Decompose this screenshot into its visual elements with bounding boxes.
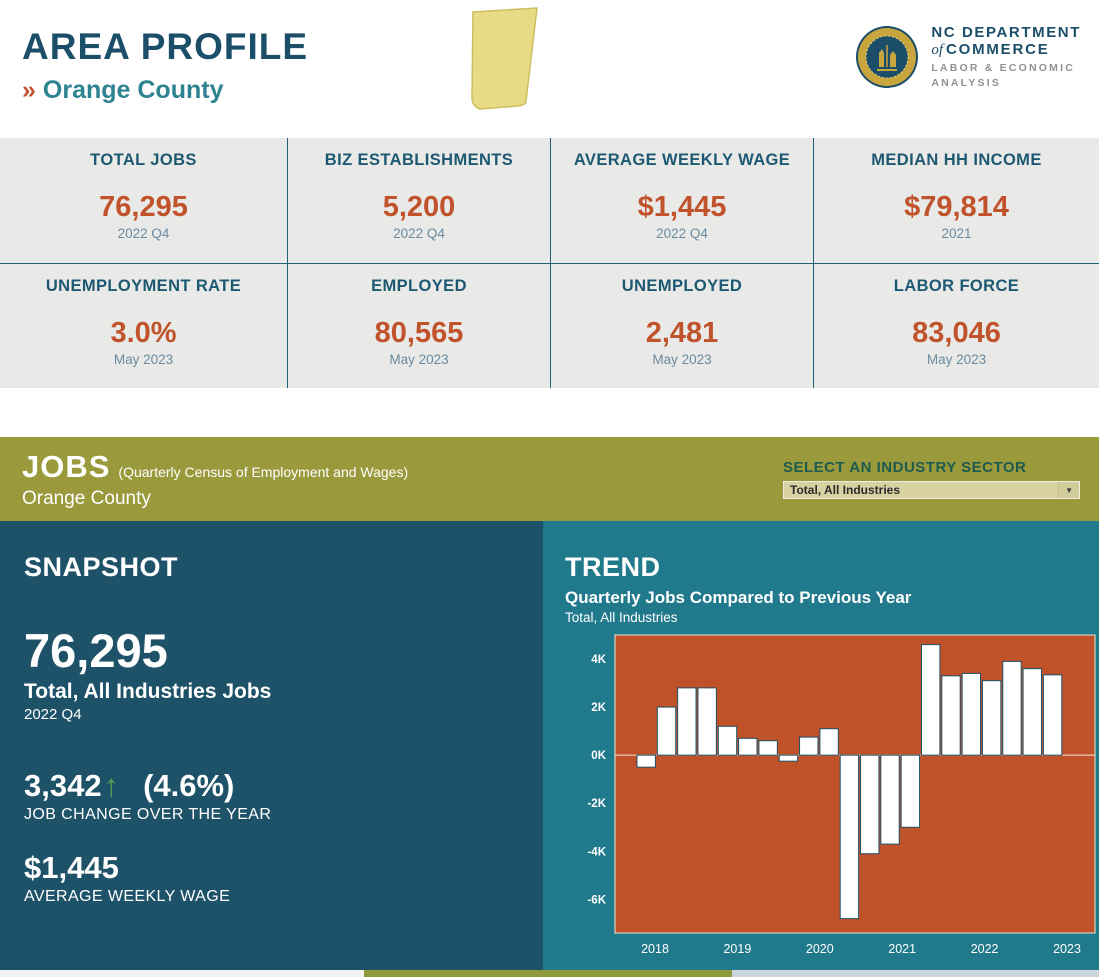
snapshot-wage-label: AVERAGE WEEKLY WAGE [24,888,231,905]
stat-label: TOTAL JOBS [90,151,197,169]
jobs-subtitle: (Quarterly Census of Employment and Wage… [118,463,409,480]
snapshot-change-value: 3,342 [24,768,102,803]
stat-label: AVERAGE WEEKLY WAGE [573,151,791,169]
logo-commerce: COMMERCE [945,41,1050,58]
stat-period: 2021 [941,226,972,241]
snapshot-title: SNAPSHOT [24,552,179,582]
jobs-title: JOBS [22,448,111,484]
svg-text:2022: 2022 [971,942,999,956]
stat-card-total-jobs: TOTAL JOBS 76,295 2022 Q4 [0,138,287,263]
industry-sector-select[interactable]: Total, All Industries ▼ [783,481,1080,499]
stat-label: MEDIAN HH INCOME [871,151,1042,169]
stat-card-employed: EMPLOYED 80,565 May 2023 [287,263,550,388]
jobs-county: Orange County [22,487,151,509]
stat-card-biz-establishments: BIZ ESTABLISHMENTS 5,200 2022 Q4 [287,138,550,263]
stat-label: UNEMPLOYMENT RATE [45,277,242,295]
snapshot-change-pct: (4.6%) [143,768,235,803]
svg-text:-6K: -6K [587,894,606,906]
nc-commerce-logo: NC DEPARTMENT of COMMERCE LABOR & ECONOMI… [855,24,1081,89]
county-name: Orange County [42,76,224,104]
logo-line3: LABOR & ECONOMIC [931,62,1076,74]
snapshot-change-row: 3,342 ↑ (4.6%) [24,768,543,804]
title-block: AREA PROFILE » Orange County [22,26,308,105]
stat-label: UNEMPLOYED [621,277,743,295]
stat-period: 2022 Q4 [656,226,708,241]
stat-value: 3.0% [110,317,177,349]
svg-text:0K: 0K [591,750,606,762]
logo-of: of [931,42,943,58]
jobs-heading-block: JOBS (Quarterly Census of Employment and… [0,449,408,510]
snapshot-change-label: JOB CHANGE OVER THE YEAR [24,806,272,823]
stat-period: 2022 Q4 [393,226,445,241]
stat-value: $79,814 [904,191,1009,223]
stat-card-labor-force: LABOR FORCE 83,046 May 2023 [813,263,1099,388]
stat-label: EMPLOYED [371,277,467,295]
spacer [0,388,1099,437]
arrow-up-icon: ↑ [103,768,120,803]
stat-card-median-hh-income: MEDIAN HH INCOME $79,814 2021 [813,138,1099,263]
trend-subtitle: Quarterly Jobs Compared to Previous Year [565,588,912,607]
chevron-right-icon: » [22,76,36,104]
stat-period: May 2023 [389,352,449,367]
svg-text:2019: 2019 [723,942,751,956]
stat-label: BIZ ESTABLISHMENTS [324,151,514,169]
svg-text:2018: 2018 [641,942,669,956]
svg-text:2023: 2023 [1053,942,1081,956]
stat-period: May 2023 [652,352,712,367]
stat-value: 5,200 [382,191,456,223]
footer-strip-segment [364,970,732,977]
stat-label: LABOR FORCE [893,277,1020,295]
snapshot-jobs-label: Total, All Industries Jobs [24,680,272,703]
snapshot-jobs-period: 2022 Q4 [24,706,82,723]
trend-bar-chart[interactable]: 4K 2K 0K -2K -4K -6K 2018 2019 2020 2021 2022 2023 [565,633,1099,965]
snapshot-wage-value: $1,445 [24,850,119,885]
county-breadcrumb: » Orange County [22,76,308,105]
stat-value: 80,565 [374,317,464,349]
page-header: AREA PROFILE » Orange County NC DEPARTMEN… [0,0,1099,138]
industry-select-label: SELECT AN INDUSTRY SECTOR [783,459,1027,476]
main-panels: SNAPSHOT 76,295 Total, All Industries Jo… [0,521,1099,970]
trend-series-label: Total, All Industries [565,610,678,625]
industry-select-block: SELECT AN INDUSTRY SECTOR Total, All Ind… [783,459,1099,499]
trend-panel: TREND Quarterly Jobs Compared to Previou… [543,521,1099,970]
stat-period: May 2023 [113,352,174,367]
logo-line4: ANALYSIS [931,77,1002,89]
svg-text:2021: 2021 [888,942,916,956]
snapshot-panel: SNAPSHOT 76,295 Total, All Industries Jo… [0,521,543,970]
county-shape-map [471,7,538,110]
footer-strip-segment [0,970,364,977]
stat-period: 2022 Q4 [117,226,170,241]
stat-value: 83,046 [912,317,1001,349]
svg-text:2K: 2K [591,702,606,714]
stat-card-average-weekly-wage: AVERAGE WEEKLY WAGE $1,445 2022 Q4 [550,138,813,263]
industry-select-value: Total, All Industries [790,483,901,497]
jobs-section-header: JOBS (Quarterly Census of Employment and… [0,437,1099,521]
svg-text:-4K: -4K [587,846,606,858]
trend-title: TREND [565,552,661,582]
svg-text:4K: 4K [591,654,606,666]
nc-seal-icon [856,25,919,88]
stat-card-unemployed: UNEMPLOYED 2,481 May 2023 [550,263,813,388]
stat-value: 76,295 [99,191,188,223]
stat-card-unemployment-rate: UNEMPLOYMENT RATE 3.0% May 2023 [0,263,287,388]
page-title: AREA PROFILE [22,26,309,67]
stat-value: $1,445 [637,191,727,223]
stat-period: May 2023 [926,352,987,367]
snapshot-jobs-value: 76,295 [24,624,168,677]
stat-value: 2,481 [645,317,719,349]
chevron-down-icon[interactable]: ▼ [1058,482,1079,498]
logo-text: NC DEPARTMENT of COMMERCE LABOR & ECONOMI… [931,24,1081,89]
svg-text:-2K: -2K [587,798,606,810]
footer-strip [0,970,1099,977]
footer-strip-segment [732,970,1099,977]
stats-panel: TOTAL JOBS 76,295 2022 Q4 BIZ ESTABLISHM… [0,138,1099,388]
logo-line2: of COMMERCE [931,41,1081,59]
logo-line1: NC DEPARTMENT [931,24,1081,41]
svg-text:2020: 2020 [806,942,834,956]
